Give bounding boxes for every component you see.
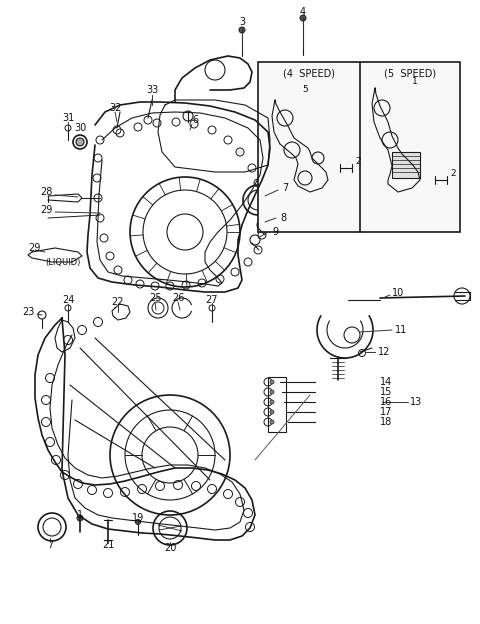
Text: 27: 27 (206, 295, 218, 305)
Text: (4  SPEED): (4 SPEED) (283, 69, 335, 79)
Circle shape (77, 515, 83, 521)
Text: 14: 14 (380, 377, 392, 387)
Text: 29: 29 (40, 205, 52, 215)
Text: 1: 1 (412, 77, 418, 87)
Text: 4: 4 (300, 7, 306, 17)
Circle shape (135, 520, 141, 525)
Text: 15: 15 (380, 387, 392, 397)
Text: 20: 20 (164, 543, 176, 553)
Text: 1: 1 (77, 510, 83, 520)
Text: 33: 33 (146, 85, 158, 95)
Text: 28: 28 (40, 187, 52, 197)
Circle shape (270, 380, 274, 384)
Circle shape (270, 400, 274, 404)
Circle shape (270, 420, 274, 424)
Text: 16: 16 (380, 397, 392, 407)
Circle shape (270, 390, 274, 394)
Bar (258, 62, 460, 232)
Circle shape (270, 410, 274, 414)
Text: 23: 23 (23, 307, 35, 317)
Text: 18: 18 (380, 417, 392, 427)
Text: (LIQUID): (LIQUID) (45, 258, 80, 266)
Text: 5: 5 (302, 85, 308, 94)
Text: 11: 11 (395, 325, 407, 335)
Text: 10: 10 (392, 288, 404, 298)
Text: 3: 3 (239, 17, 245, 27)
Text: 25: 25 (149, 293, 161, 303)
Bar (392, 152, 420, 178)
Text: 26: 26 (172, 293, 184, 303)
Text: (5  SPEED): (5 SPEED) (384, 69, 436, 79)
Text: 29: 29 (28, 243, 40, 253)
Text: 24: 24 (62, 295, 74, 305)
Text: 8: 8 (280, 213, 286, 223)
Text: 9: 9 (272, 227, 278, 237)
Circle shape (76, 138, 84, 146)
Text: 32: 32 (109, 103, 121, 113)
Text: 21: 21 (102, 540, 114, 550)
Circle shape (239, 27, 245, 33)
Text: 17: 17 (380, 407, 392, 417)
Text: 12: 12 (378, 347, 390, 357)
Text: 7: 7 (282, 183, 288, 193)
Text: 31: 31 (62, 113, 74, 123)
Text: 2: 2 (355, 157, 360, 167)
Text: 13: 13 (410, 397, 422, 407)
Text: 30: 30 (74, 123, 86, 133)
Bar (268, 377, 286, 432)
Text: 6: 6 (192, 115, 198, 125)
Text: 22: 22 (112, 297, 124, 307)
Text: 7: 7 (47, 540, 53, 550)
Text: 19: 19 (132, 513, 144, 523)
Circle shape (300, 15, 306, 21)
Text: 2: 2 (450, 170, 456, 178)
